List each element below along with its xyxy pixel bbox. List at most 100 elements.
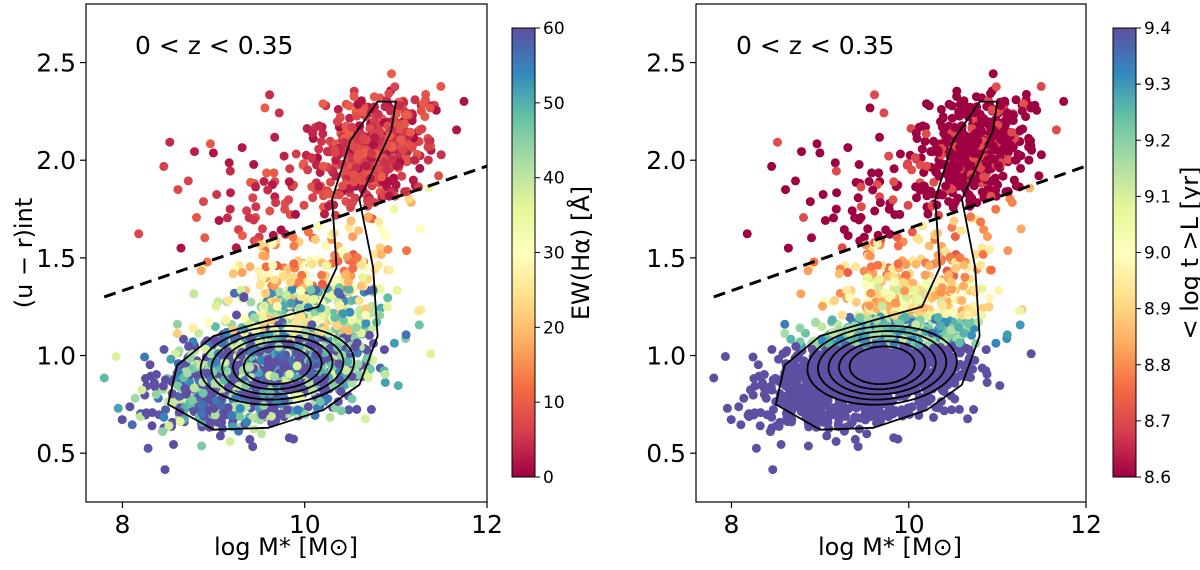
scatter-point [1015, 306, 1024, 316]
scatter-point [308, 128, 318, 138]
scatter-point [911, 182, 921, 192]
scatter-point [237, 143, 247, 153]
scatter-point [922, 161, 931, 171]
scatter-point [767, 412, 777, 422]
scatter-point [959, 260, 968, 270]
scatter-point [246, 297, 256, 307]
scatter-point [323, 147, 333, 157]
scatter-point [374, 217, 384, 227]
scatter-point [260, 301, 269, 311]
scatter-point [1011, 95, 1021, 105]
scatter-point [137, 385, 147, 395]
scatter-point [299, 200, 309, 210]
colorbar-label-left: EW(Hα) [Å] [566, 186, 595, 320]
scatter-point [426, 349, 436, 359]
density-contour [848, 345, 916, 385]
colorbar-tick-label: 9.3 [1144, 75, 1171, 95]
colorbar-tick-label: 8.9 [1144, 300, 1171, 320]
scatter-point [199, 197, 208, 207]
scatter-point [780, 319, 790, 329]
scatter-point [855, 313, 865, 323]
scatter-point [425, 103, 435, 113]
x-axis-label-left: log M* [M⊙] [214, 533, 358, 561]
scatter-point [149, 381, 159, 391]
scatter-point [414, 320, 424, 330]
scatter-point [954, 404, 964, 414]
scatter-point [944, 365, 954, 375]
scatter-point [360, 414, 370, 424]
scatter-point [979, 225, 989, 234]
scatter-point [383, 293, 393, 303]
scatter-point [198, 377, 208, 387]
scatter-point [854, 215, 864, 225]
scatter-point [1007, 127, 1017, 137]
scatter-points-left [99, 69, 469, 475]
colorbar-tick-label: 0 [543, 468, 554, 488]
scatter-point [887, 405, 897, 415]
scatter-point [960, 107, 970, 117]
scatter-point [333, 287, 343, 297]
scatter-point [981, 345, 991, 355]
density-contour [838, 340, 927, 391]
scatter-point [315, 397, 325, 406]
scatter-point [279, 151, 289, 161]
scatter-point [1026, 103, 1036, 113]
scatter-point [950, 394, 960, 404]
scatter-point [935, 321, 945, 331]
scatter-point [164, 421, 174, 431]
scatter-point [976, 260, 985, 270]
scatter-point [1051, 125, 1061, 135]
colorbar-tick-label: 20 [543, 318, 565, 338]
scatter-point [145, 360, 155, 370]
y-tick-label: 1.5 [36, 244, 76, 273]
scatter-point [315, 303, 325, 313]
scatter-point [262, 168, 272, 178]
scatter-point [292, 361, 302, 371]
scatter-point [389, 338, 399, 348]
scatter-point [954, 323, 964, 332]
scatter-point [983, 232, 992, 242]
scatter-point [1001, 119, 1011, 129]
scatter-point [284, 433, 294, 443]
scatter-point [963, 310, 973, 320]
scatter-point [875, 198, 885, 208]
scatter-point [884, 151, 894, 161]
scatter-point [307, 182, 317, 192]
scatter-point [984, 293, 994, 303]
scatter-point [334, 190, 344, 200]
scatter-point [947, 284, 957, 294]
scatter-point [924, 241, 934, 251]
scatter-point [988, 69, 998, 79]
scatter-point [239, 312, 249, 322]
scatter-point [998, 171, 1008, 181]
scatter-point [911, 320, 921, 330]
x-tick-label: 10 [289, 510, 321, 539]
scatter-point [341, 270, 351, 280]
scatter-point [379, 158, 389, 167]
scatter-point [889, 164, 899, 174]
scatter-point [245, 262, 255, 272]
scatter-point [966, 212, 975, 222]
annotation-right: 0 < z < 0.35 [736, 31, 894, 60]
scatter-point [853, 442, 863, 452]
scatter-point [151, 390, 161, 399]
scatter-point [987, 105, 997, 115]
scatter-point [390, 82, 400, 92]
scatter-point [173, 381, 183, 391]
scatter-point [375, 284, 385, 294]
density-contours-left [167, 100, 397, 431]
scatter-point [766, 381, 776, 391]
scatter-point [963, 414, 973, 424]
scatter-point [822, 401, 832, 411]
scatter-point [269, 168, 279, 178]
scatter-point [797, 147, 806, 157]
y-tick-label: 0.5 [36, 439, 76, 468]
scatter-point [345, 307, 355, 317]
scatter-point [321, 241, 331, 251]
scatter-point [850, 362, 860, 372]
scatter-point [260, 251, 270, 261]
scatter-point [282, 290, 292, 300]
scatter-point [375, 310, 385, 320]
scatter-point [755, 421, 765, 431]
scatter-point [285, 164, 295, 174]
